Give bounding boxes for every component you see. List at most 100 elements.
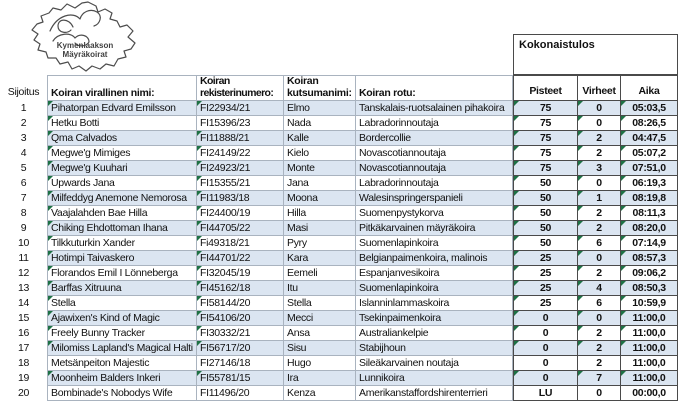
cell-sijoitus[interactable]: 19 xyxy=(0,371,47,386)
cell-pisteet[interactable]: 0 xyxy=(513,356,578,371)
cell-virallinen-nimi[interactable]: Freely Bunny Tracker xyxy=(47,326,197,341)
cell-rekisterinumero[interactable]: FI11888/21 xyxy=(197,131,284,146)
header-aika[interactable]: Aika xyxy=(621,75,678,101)
cell-rotu[interactable]: Australiankelpie xyxy=(356,326,513,341)
cell-aika[interactable]: 08:19,8 xyxy=(621,191,678,206)
cell-aika[interactable]: 04:47,5 xyxy=(621,131,678,146)
cell-pisteet[interactable]: 75 xyxy=(513,131,578,146)
cell-rotu[interactable]: Walesinspringerspanieli xyxy=(356,191,513,206)
cell-pisteet[interactable]: 0 xyxy=(513,371,578,386)
cell-pisteet[interactable]: 25 xyxy=(513,266,578,281)
cell-virallinen-nimi[interactable]: Qma Calvados xyxy=(47,131,197,146)
cell-pisteet[interactable]: 50 xyxy=(513,176,578,191)
cell-virheet[interactable]: 6 xyxy=(578,296,621,311)
cell-virallinen-nimi[interactable]: Tilkkuturkin Xander xyxy=(47,236,197,251)
cell-virheet[interactable]: 0 xyxy=(578,176,621,191)
cell-rekisterinumero[interactable]: FI30332/21 xyxy=(197,326,284,341)
cell-rekisterinumero[interactable]: FI22934/21 xyxy=(197,101,284,116)
cell-rekisterinumero[interactable]: FI15355/21 xyxy=(197,176,284,191)
cell-virallinen-nimi[interactable]: Bombinade's Nobodys Wife xyxy=(47,386,197,401)
cell-rekisterinumero[interactable]: FI58144/20 xyxy=(197,296,284,311)
cell-virallinen-nimi[interactable]: Chiking Ehdottoman Ihana xyxy=(47,221,197,236)
cell-virheet[interactable]: 1 xyxy=(578,191,621,206)
cell-sijoitus[interactable]: 2 xyxy=(0,116,47,131)
cell-sijoitus[interactable]: 15 xyxy=(0,311,47,326)
cell-rotu[interactable]: Pitkäkarvainen mäyräkoira xyxy=(356,221,513,236)
cell-kutsumanimi[interactable]: Hugo xyxy=(284,356,356,371)
cell-sijoitus[interactable]: 4 xyxy=(0,146,47,161)
cell-virheet[interactable]: 7 xyxy=(578,371,621,386)
cell-pisteet[interactable]: 75 xyxy=(513,146,578,161)
cell-pisteet[interactable]: 25 xyxy=(513,251,578,266)
cell-sijoitus[interactable]: 11 xyxy=(0,251,47,266)
cell-rotu[interactable]: Sileäkarvainen noutaja xyxy=(356,356,513,371)
header-rotu[interactable]: Koiran rotu: xyxy=(356,75,513,101)
cell-rotu[interactable]: Amerikanstaffordshirenterrieri xyxy=(356,386,513,401)
cell-virallinen-nimi[interactable]: Florandos Emil I Lönneberga xyxy=(47,266,197,281)
cell-rekisterinumero[interactable]: FI15396/23 xyxy=(197,116,284,131)
cell-aika[interactable]: 10:59,9 xyxy=(621,296,678,311)
cell-pisteet[interactable]: 0 xyxy=(513,326,578,341)
cell-virheet[interactable]: 4 xyxy=(578,281,621,296)
cell-virallinen-nimi[interactable]: Megwe'g Mimiges xyxy=(47,146,197,161)
header-kutsumanimi[interactable]: Koiran kutsumanimi: xyxy=(284,75,356,101)
cell-rotu[interactable]: Suomenlapinkoira xyxy=(356,281,513,296)
cell-virallinen-nimi[interactable]: Upwards Jana xyxy=(47,176,197,191)
cell-rotu[interactable]: Tsekinpaimenkoira xyxy=(356,311,513,326)
cell-kutsumanimi[interactable]: Masi xyxy=(284,221,356,236)
cell-aika[interactable]: 08:50,3 xyxy=(621,281,678,296)
cell-kutsumanimi[interactable]: Mecci xyxy=(284,311,356,326)
cell-kutsumanimi[interactable]: Hilla xyxy=(284,206,356,221)
cell-rekisterinumero[interactable]: FI24923/21 xyxy=(197,161,284,176)
cell-aika[interactable]: 11:00,0 xyxy=(621,341,678,356)
cell-rotu[interactable]: Suomenlapinkoira xyxy=(356,236,513,251)
cell-virallinen-nimi[interactable]: Hetku Botti xyxy=(47,116,197,131)
cell-rekisterinumero[interactable]: FI11983/18 xyxy=(197,191,284,206)
cell-kutsumanimi[interactable]: Moona xyxy=(284,191,356,206)
cell-rekisterinumero[interactable]: FI11496/20 xyxy=(197,386,284,401)
cell-aika[interactable]: 07:14,9 xyxy=(621,236,678,251)
cell-rekisterinumero[interactable]: Fi49318/21 xyxy=(197,236,284,251)
cell-sijoitus[interactable]: 8 xyxy=(0,206,47,221)
cell-virheet[interactable]: 2 xyxy=(578,356,621,371)
cell-sijoitus[interactable]: 9 xyxy=(0,221,47,236)
cell-rekisterinumero[interactable]: FI24400/19 xyxy=(197,206,284,221)
cell-rotu[interactable]: Belgianpaimenkoira, malinois xyxy=(356,251,513,266)
cell-sijoitus[interactable]: 6 xyxy=(0,176,47,191)
cell-aika[interactable]: 05:07,2 xyxy=(621,146,678,161)
cell-kutsumanimi[interactable]: Itu xyxy=(284,281,356,296)
cell-aika[interactable]: 08:26,5 xyxy=(621,116,678,131)
cell-virheet[interactable]: 2 xyxy=(578,131,621,146)
cell-sijoitus[interactable]: 10 xyxy=(0,236,47,251)
cell-kutsumanimi[interactable]: Monte xyxy=(284,161,356,176)
cell-rekisterinumero[interactable]: FI56717/20 xyxy=(197,341,284,356)
cell-virheet[interactable]: 2 xyxy=(578,146,621,161)
cell-rekisterinumero[interactable]: FI54106/20 xyxy=(197,311,284,326)
header-virheet[interactable]: Virheet xyxy=(578,75,621,101)
cell-kutsumanimi[interactable]: Elmo xyxy=(284,101,356,116)
cell-sijoitus[interactable]: 18 xyxy=(0,356,47,371)
cell-sijoitus[interactable]: 7 xyxy=(0,191,47,206)
cell-kutsumanimi[interactable]: Eemeli xyxy=(284,266,356,281)
cell-pisteet[interactable]: 0 xyxy=(513,341,578,356)
cell-virheet[interactable]: 0 xyxy=(578,251,621,266)
header-sijoitus[interactable]: Sijoitus xyxy=(0,75,47,101)
cell-virheet[interactable]: 0 xyxy=(578,101,621,116)
cell-rotu[interactable]: Islanninlammaskoira xyxy=(356,296,513,311)
cell-aika[interactable]: 11:00,0 xyxy=(621,326,678,341)
cell-virallinen-nimi[interactable]: Pihatorpan Edvard Emilsson xyxy=(47,101,197,116)
cell-virallinen-nimi[interactable]: Megwe'g Kuuhari xyxy=(47,161,197,176)
cell-aika[interactable]: 09:06,2 xyxy=(621,266,678,281)
cell-virallinen-nimi[interactable]: Hotimpi Taivaskero xyxy=(47,251,197,266)
cell-rekisterinumero[interactable]: FI45162/18 xyxy=(197,281,284,296)
cell-aika[interactable]: 08:11,3 xyxy=(621,206,678,221)
cell-rekisterinumero[interactable]: FI44705/22 xyxy=(197,221,284,236)
cell-sijoitus[interactable]: 1 xyxy=(0,101,47,116)
cell-sijoitus[interactable]: 5 xyxy=(0,161,47,176)
cell-aika[interactable]: 05:03,5 xyxy=(621,101,678,116)
cell-virheet[interactable]: 0 xyxy=(578,386,621,401)
cell-sijoitus[interactable]: 13 xyxy=(0,281,47,296)
cell-pisteet[interactable]: 50 xyxy=(513,221,578,236)
cell-virheet[interactable]: 2 xyxy=(578,266,621,281)
cell-pisteet[interactable]: 75 xyxy=(513,101,578,116)
